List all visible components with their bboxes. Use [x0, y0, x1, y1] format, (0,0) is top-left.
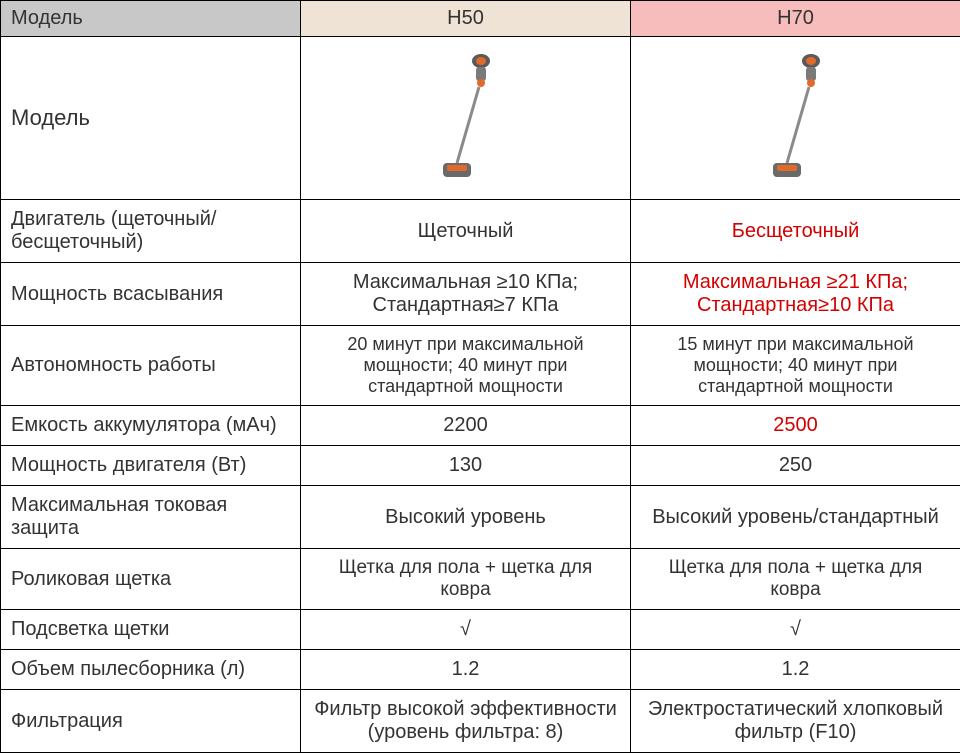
label-protection: Максимальная токовая защита	[1, 486, 301, 549]
row-model-image: Модель	[1, 37, 960, 200]
h70-suction: Максимальная ≥21 КПа; Стандартная≥10 КПа	[631, 263, 960, 326]
h50-light: √	[301, 610, 631, 650]
h50-battery: 2200	[301, 406, 631, 446]
h70-motor: Бесщеточный	[631, 200, 960, 263]
comparison-table: Модель H50 H70 Модель	[0, 0, 960, 753]
img-h50	[301, 37, 631, 200]
header-row: Модель H50 H70	[1, 1, 960, 37]
row-runtime: Автономность работы 20 минут при максима…	[1, 326, 960, 406]
row-motor: Двигатель (щеточный/бесщеточный) Щеточны…	[1, 200, 960, 263]
label-light: Подсветка щетки	[1, 610, 301, 650]
row-protection: Максимальная токовая защита Высокий уров…	[1, 486, 960, 549]
h70-motor-power: 250	[631, 446, 960, 486]
header-h50: H50	[301, 1, 631, 37]
h70-protection: Высокий уровень/стандартный	[631, 486, 960, 549]
h70-runtime: 15 минут при максимальной мощности; 40 м…	[631, 326, 960, 406]
h50-motor: Щеточный	[301, 200, 631, 263]
h70-filter: Электростатический хлопковый фильтр (F10…	[631, 690, 960, 753]
label-motor-power: Мощность двигателя (Вт)	[1, 446, 301, 486]
label-filter: Фильтрация	[1, 690, 301, 753]
label-brush: Роликовая щетка	[1, 549, 301, 610]
h50-runtime: 20 минут при максимальной мощности; 40 м…	[301, 326, 631, 406]
h50-dust: 1.2	[301, 650, 631, 690]
h70-light: √	[631, 610, 960, 650]
row-dust: Объем пылесборника (л) 1.2 1.2	[1, 650, 960, 690]
h70-brush: Щетка для пола + щетка для ковра	[631, 549, 960, 610]
row-light: Подсветка щетки √ √	[1, 610, 960, 650]
h50-suction: Максимальная ≥10 КПа; Стандартная≥7 КПа	[301, 263, 631, 326]
header-h70: H70	[631, 1, 960, 37]
header-label: Модель	[1, 1, 301, 37]
label-motor: Двигатель (щеточный/бесщеточный)	[1, 200, 301, 263]
h50-motor-power: 130	[301, 446, 631, 486]
vacuum-icon	[421, 45, 511, 185]
row-filter: Фильтрация Фильтр высокой эффективности …	[1, 690, 960, 753]
label-runtime: Автономность работы	[1, 326, 301, 406]
label-battery: Емкость аккумулятора (мАч)	[1, 406, 301, 446]
h50-protection: Высокий уровень	[301, 486, 631, 549]
h70-battery: 2500	[631, 406, 960, 446]
row-motor-power: Мощность двигателя (Вт) 130 250	[1, 446, 960, 486]
label-suction: Мощность всасывания	[1, 263, 301, 326]
row-suction: Мощность всасывания Максимальная ≥10 КПа…	[1, 263, 960, 326]
vacuum-icon	[751, 45, 841, 185]
label-model: Модель	[1, 37, 301, 200]
img-h70	[631, 37, 960, 200]
row-battery: Емкость аккумулятора (мАч) 2200 2500	[1, 406, 960, 446]
h50-filter: Фильтр высокой эффективности (уровень фи…	[301, 690, 631, 753]
h50-brush: Щетка для пола + щетка для ковра	[301, 549, 631, 610]
label-dust: Объем пылесборника (л)	[1, 650, 301, 690]
h70-dust: 1.2	[631, 650, 960, 690]
row-brush: Роликовая щетка Щетка для пола + щетка д…	[1, 549, 960, 610]
